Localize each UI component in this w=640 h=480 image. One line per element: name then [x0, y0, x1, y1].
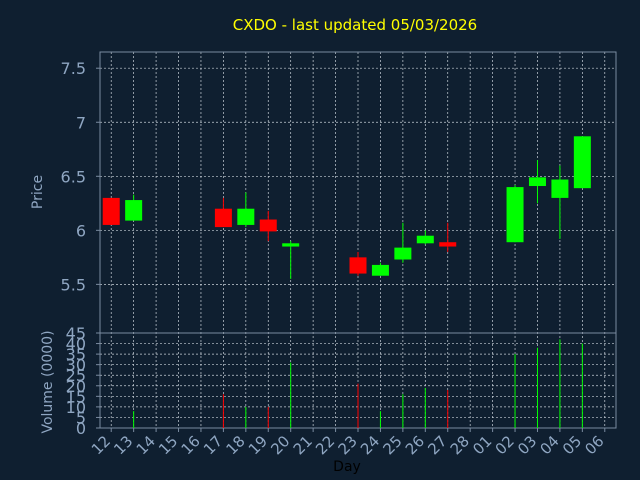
- grid-layer: [100, 52, 616, 428]
- candle-body: [214, 208, 232, 228]
- candle-body: [259, 219, 277, 232]
- candle-body: [416, 235, 434, 244]
- price-tick-label: 7: [76, 113, 86, 132]
- x-axis-label: Day: [333, 459, 361, 475]
- volume-tick-label: 10: [66, 398, 86, 417]
- candle-body: [528, 177, 546, 187]
- price-tick-label: 7.5: [61, 59, 86, 78]
- mark-layer: [102, 136, 591, 428]
- candle-body: [506, 187, 524, 243]
- price-axis-label: Price: [30, 175, 46, 209]
- candle-body: [394, 247, 412, 260]
- candle-body: [102, 197, 120, 225]
- volume-tick-label: 35: [66, 345, 86, 364]
- candle-body: [439, 242, 457, 247]
- price-tick-label: 6: [76, 221, 86, 240]
- candle-body: [282, 243, 300, 247]
- x-tick-label: 06: [581, 432, 607, 458]
- volume-tick-label: 5: [76, 408, 86, 427]
- price-tick-label: 5.5: [61, 275, 86, 294]
- volume-tick-label: 40: [66, 335, 86, 354]
- volume-tick-label: 0: [76, 419, 86, 438]
- price-tick-label: 6.5: [61, 167, 86, 186]
- volume-tick-label: 45: [66, 324, 86, 343]
- volume-axis-label: Volume (0000): [40, 330, 56, 433]
- candle-body: [371, 264, 389, 276]
- candle-body: [237, 208, 255, 225]
- volume-tick-label: 15: [66, 387, 86, 406]
- volume-tick-label: 30: [66, 356, 86, 375]
- axis-layer: 7.576.565.545403530252015105012131415161…: [61, 51, 617, 458]
- volume-tick-label: 20: [66, 377, 86, 396]
- candle-body: [573, 136, 591, 189]
- volume-tick-label: 25: [66, 366, 86, 385]
- candle-body: [125, 200, 143, 221]
- chart-title: CXDO - last updated 05/03/2026: [233, 16, 477, 34]
- candle-body: [349, 257, 367, 274]
- candle-body: [551, 179, 569, 198]
